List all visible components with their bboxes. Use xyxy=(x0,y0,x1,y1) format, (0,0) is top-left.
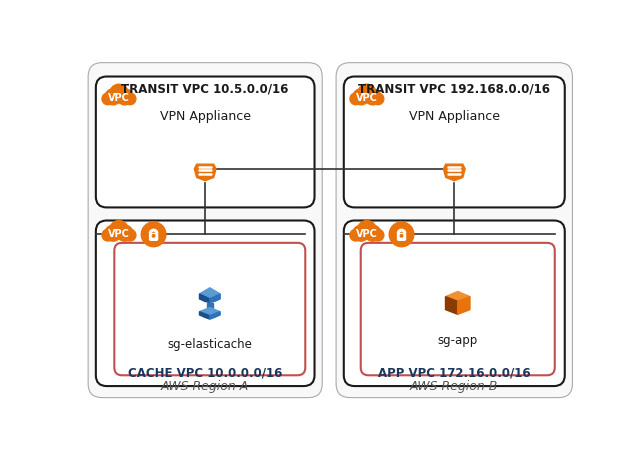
Text: sg-elasticache: sg-elasticache xyxy=(167,338,252,351)
FancyBboxPatch shape xyxy=(353,233,381,238)
Polygon shape xyxy=(444,164,465,181)
Circle shape xyxy=(141,222,166,247)
Text: AWS Region B: AWS Region B xyxy=(410,380,498,393)
FancyBboxPatch shape xyxy=(361,243,555,375)
Circle shape xyxy=(372,229,384,241)
Text: VPN Appliance: VPN Appliance xyxy=(409,110,500,123)
Text: TRANSIT VPC 10.5.0.0/16: TRANSIT VPC 10.5.0.0/16 xyxy=(122,83,289,96)
Text: sg-app: sg-app xyxy=(438,334,478,347)
FancyBboxPatch shape xyxy=(397,234,406,240)
Text: CACHE VPC 10.0.0.0/16: CACHE VPC 10.0.0.0/16 xyxy=(128,367,282,380)
Text: APP VPC 172.16.0.0/16: APP VPC 172.16.0.0/16 xyxy=(378,367,530,380)
Polygon shape xyxy=(210,294,220,303)
Circle shape xyxy=(365,225,381,241)
Polygon shape xyxy=(194,164,216,181)
Circle shape xyxy=(110,220,128,239)
Text: VPC: VPC xyxy=(356,229,378,240)
Circle shape xyxy=(102,229,114,241)
FancyBboxPatch shape xyxy=(105,97,133,102)
Polygon shape xyxy=(446,291,470,301)
Polygon shape xyxy=(199,312,210,319)
Polygon shape xyxy=(446,297,458,314)
Polygon shape xyxy=(458,297,470,314)
Circle shape xyxy=(117,225,133,241)
Circle shape xyxy=(110,84,128,103)
FancyBboxPatch shape xyxy=(96,220,314,386)
Circle shape xyxy=(350,229,361,241)
FancyBboxPatch shape xyxy=(105,233,133,238)
FancyBboxPatch shape xyxy=(88,63,322,398)
Circle shape xyxy=(117,89,133,105)
Text: TRANSIT VPC 192.168.0.0/16: TRANSIT VPC 192.168.0.0/16 xyxy=(358,83,550,96)
FancyBboxPatch shape xyxy=(344,76,565,207)
Circle shape xyxy=(124,93,136,105)
Circle shape xyxy=(401,234,403,237)
Circle shape xyxy=(124,229,136,241)
Circle shape xyxy=(105,225,121,241)
FancyBboxPatch shape xyxy=(114,243,305,375)
FancyBboxPatch shape xyxy=(336,63,572,398)
Circle shape xyxy=(365,89,381,105)
Circle shape xyxy=(105,89,121,105)
Circle shape xyxy=(372,93,384,105)
FancyBboxPatch shape xyxy=(96,76,314,207)
Text: VPN Appliance: VPN Appliance xyxy=(159,110,251,123)
Circle shape xyxy=(358,84,376,103)
FancyBboxPatch shape xyxy=(353,97,381,102)
Polygon shape xyxy=(207,303,213,307)
Circle shape xyxy=(353,225,369,241)
Circle shape xyxy=(350,93,361,105)
Text: VPC: VPC xyxy=(108,93,130,103)
Text: AWS Region A: AWS Region A xyxy=(161,380,249,393)
Text: VPC: VPC xyxy=(108,229,130,240)
Polygon shape xyxy=(199,294,210,303)
Circle shape xyxy=(102,93,114,105)
Circle shape xyxy=(152,234,155,237)
Circle shape xyxy=(389,222,414,247)
Text: VPC: VPC xyxy=(356,93,378,103)
Polygon shape xyxy=(210,312,220,319)
Circle shape xyxy=(353,89,369,105)
Circle shape xyxy=(358,220,376,239)
Polygon shape xyxy=(199,307,220,316)
FancyBboxPatch shape xyxy=(344,220,565,386)
FancyBboxPatch shape xyxy=(150,234,158,240)
Polygon shape xyxy=(199,288,220,299)
